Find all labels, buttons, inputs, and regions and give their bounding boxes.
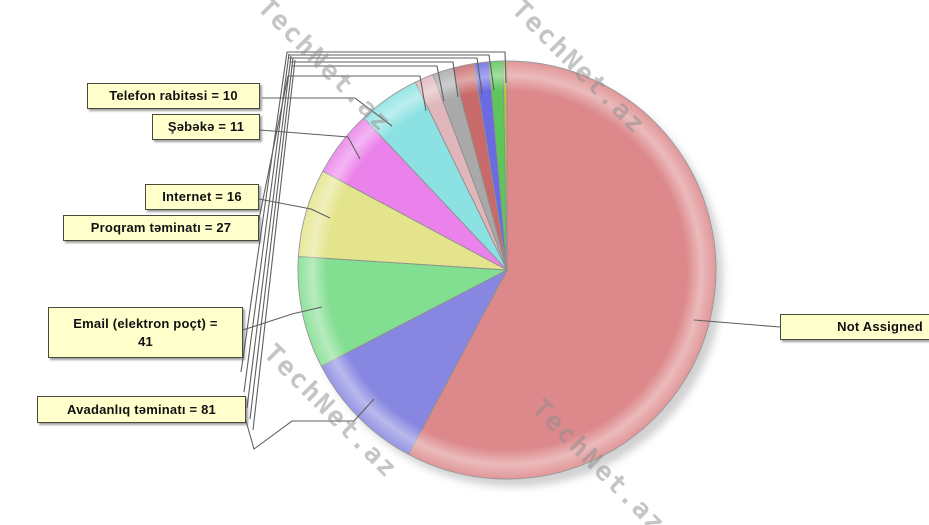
slice-label-text: 41 [138,333,153,349]
leader-line-not-assigned [693,319,781,328]
leader-line-cutoff-hook-4 [290,61,459,98]
slice-label-text: Not Assigned [837,319,923,335]
leader-line-cutoff-hook-3 [289,57,483,95]
slice-label-telefon: Telefon rabitəsi = 10 [87,83,260,109]
slice-label-proqram: Proqram təminatı = 27 [63,215,259,241]
slice-label-avadanliq: Avadanlıq təminatı = 81 [37,396,246,423]
slice-label-internet: Internet = 16 [145,184,259,210]
slice-label-text: Email (elektron poçt) = [73,315,218,331]
leader-line-sebeke [259,129,361,160]
slice-label-sebeke: Şəbəkə = 11 [152,114,260,140]
slice-label-not-assigned: Not Assigned [780,314,929,340]
leader-line-cutoff-fan-2 [243,53,290,393]
slice-label-email: Email (elektron poçt) = 41 [48,307,243,358]
leader-line-avadanliq [245,398,375,450]
slice-label-text: Internet = 16 [162,189,242,205]
leader-line-cutoff-fan-4 [249,57,294,420]
leader-line-cutoff-hook-2 [288,54,495,91]
slice-label-text: Şəbəkə = 11 [167,119,245,135]
slice-label-text: Avadanlıq təminatı = 81 [67,401,216,417]
slice-label-text: Proqram təminatı = 27 [90,220,232,236]
leader-line-cutoff-hook-1 [287,51,507,84]
slice-label-text: Telefon rabitəsi = 10 [109,88,238,104]
leader-line-cutoff-fan-3 [246,55,292,409]
leader-line-cutoff-fan-1 [240,51,288,373]
leader-line-cutoff-fan-5 [252,59,296,431]
leader-line-telefon [262,97,393,127]
leader-line-cutoff-hook-5 [291,65,445,102]
leader-line-email [242,306,323,331]
